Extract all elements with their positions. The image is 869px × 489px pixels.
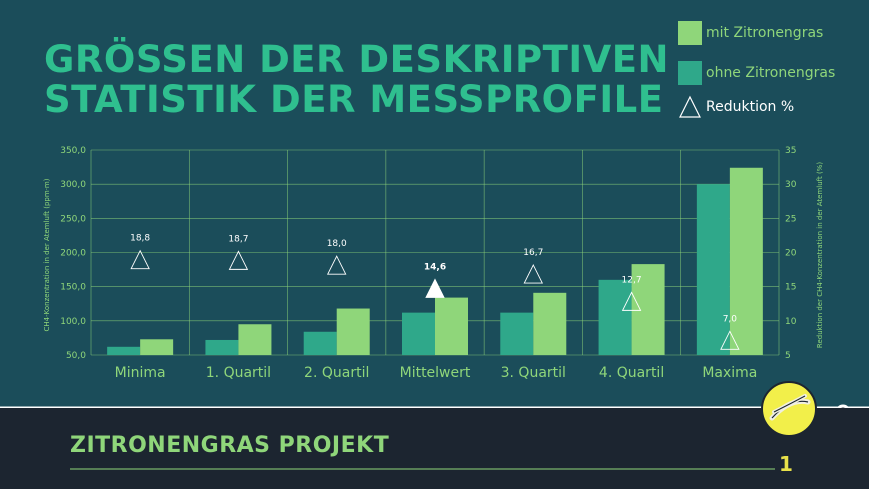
- y2-tick-label: 25: [785, 214, 796, 224]
- y2-tick-label: 15: [785, 283, 796, 293]
- slide-title-line-2: STATISTIK DER MESSPROFILE: [44, 78, 664, 121]
- x-tick-label: 1. Quartil: [206, 365, 271, 381]
- reduction-value-label: 18,7: [228, 234, 248, 244]
- bar-ohne-zitronengras: [205, 339, 239, 355]
- bar-ohne-zitronengras: [303, 331, 337, 355]
- y2-tick-label: 35: [785, 146, 796, 156]
- legend-label-ohne: ohne Zitronengras: [706, 65, 836, 81]
- reduction-marker: [523, 264, 544, 284]
- reduction-marker: [130, 249, 150, 270]
- legend-label-reduktion: Reduktion %: [706, 99, 795, 115]
- reduction-marker: [425, 278, 445, 298]
- bar-ohne-zitronengras: [500, 312, 534, 355]
- bar-mit-zitronengras: [238, 324, 272, 355]
- reduction-marker: [228, 250, 249, 270]
- reduction-marker: [326, 255, 347, 275]
- reduction-value-label: 18,0: [327, 239, 347, 249]
- chart-bars: [107, 167, 763, 355]
- y-tick-label: 50,0: [66, 351, 86, 361]
- chart-axes: 50,0 100,0 150,0 200,0 250,0 300,0 350,0 5 10 15 2…: [60, 146, 796, 381]
- legend-item-reduktion: Reduktion %: [678, 92, 794, 122]
- y2-tick-label: 30: [785, 180, 797, 190]
- bar-mit-zitronengras: [435, 297, 468, 355]
- y2-tick-label: 20: [785, 249, 797, 259]
- bar-ohne-zitronengras: [402, 312, 435, 355]
- y-tick-label: 200,0: [60, 249, 86, 259]
- reduction-marker: [621, 291, 642, 311]
- reduction-value-label: 16,7: [523, 248, 543, 258]
- slide-title: GRÖSSEN DER DESKRIPTIVEN STATISTIK DER M…: [44, 40, 669, 120]
- x-tick-label: 4. Quartil: [599, 365, 664, 381]
- x-tick-label: Minima: [115, 365, 166, 381]
- y-tick-label: 250,0: [60, 214, 86, 224]
- y2-axis-label: Reduktion der CH4-Konzentration in der A…: [816, 162, 824, 348]
- y2-tick-label: 10: [785, 317, 797, 327]
- reduction-value-label: 14,6: [424, 262, 446, 272]
- footer-title: ZITRONENGRAS PROJEKT: [70, 433, 390, 458]
- legend-swatch-ohne: [678, 61, 702, 85]
- y-axis-label: CH4-Konzentration in der Atemluft (ppm·m…: [43, 178, 51, 331]
- bar-chart: 18,8 18,7 18,0 14,6 16,7 12,7 7,0 50,0 100,0 150…: [43, 146, 824, 381]
- bar-ohne-zitronengras: [696, 184, 730, 355]
- reduction-value-label: 7,0: [723, 314, 738, 324]
- y-tick-label: 300,0: [60, 180, 86, 190]
- reduction-value-label: 18,8: [130, 234, 150, 244]
- bar-mit-zitronengras: [729, 167, 763, 355]
- page-number: 1: [779, 452, 793, 476]
- bar-mit-zitronengras: [336, 308, 370, 355]
- legend-label-mit: mit Zitronengras: [706, 25, 824, 41]
- footer-bar: [0, 408, 869, 489]
- y-tick-label: 100,0: [60, 317, 86, 327]
- bar-ohne-zitronengras: [598, 279, 632, 355]
- y-tick-label: 350,0: [60, 146, 86, 156]
- reduction-marker: [720, 330, 740, 350]
- legend-item-mit-zitronengras: mit Zitronengras: [678, 18, 823, 48]
- reduction-value-label: 12,7: [622, 275, 642, 285]
- bar-ohne-zitronengras: [107, 346, 141, 355]
- x-tick-label: 2. Quartil: [304, 365, 369, 381]
- chart-reduction-markers: 18,8 18,7 18,0 14,6 16,7 12,7 7,0: [130, 234, 740, 350]
- x-tick-label: 3. Quartil: [501, 365, 566, 381]
- y-tick-label: 150,0: [60, 283, 86, 293]
- legend-swatch-mit: [678, 21, 702, 45]
- y2-tick-label: 5: [785, 351, 791, 361]
- x-tick-label: Mittelwert: [400, 365, 471, 381]
- x-tick-label: Maxima: [702, 365, 757, 381]
- bar-mit-zitronengras: [533, 292, 567, 355]
- slide-title-line-1: GRÖSSEN DER DESKRIPTIVEN: [44, 38, 669, 81]
- bar-mit-zitronengras: [631, 264, 665, 355]
- triangle-outline-icon: [679, 95, 701, 118]
- legend-item-ohne-zitronengras: ohne Zitronengras: [678, 58, 835, 88]
- bar-mit-zitronengras: [140, 339, 174, 355]
